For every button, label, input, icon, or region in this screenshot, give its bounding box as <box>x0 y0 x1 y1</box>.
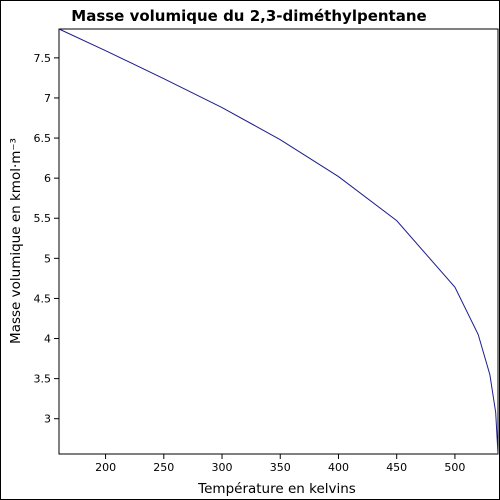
y-tick-label: 4.5 <box>34 292 52 305</box>
y-tick-label: 4 <box>44 333 51 346</box>
x-tick-label: 250 <box>153 461 174 474</box>
plot-area <box>58 28 499 455</box>
y-tick-label: 3 <box>44 413 51 426</box>
x-tick-label: 500 <box>444 461 465 474</box>
x-tick-label: 350 <box>270 461 291 474</box>
chart-title: Masse volumique du 2,3-diméthylpentane <box>71 7 426 25</box>
x-axis-label: Température en kelvins <box>197 481 356 497</box>
y-axis-label: Masse volumique en kmol·m⁻³ <box>8 138 24 344</box>
density-curve <box>58 28 499 455</box>
x-axis: 200 250 300 350 400 450 500 <box>95 454 465 474</box>
y-tick-label: 7 <box>44 92 51 105</box>
x-tick-label: 400 <box>328 461 349 474</box>
x-tick-label: 450 <box>386 461 407 474</box>
y-tick-label: 5.5 <box>34 212 52 225</box>
y-tick-label: 5 <box>44 252 51 265</box>
y-tick-label: 3.5 <box>34 373 52 386</box>
x-tick-label: 300 <box>212 461 233 474</box>
y-tick-label: 7.5 <box>34 52 52 65</box>
y-tick-label: 6.5 <box>34 132 52 145</box>
y-axis: 3 3.5 4 4.5 5 5.5 6 6.5 7 7.5 <box>34 52 59 426</box>
y-tick-label: 6 <box>44 172 51 185</box>
x-tick-label: 200 <box>95 461 116 474</box>
